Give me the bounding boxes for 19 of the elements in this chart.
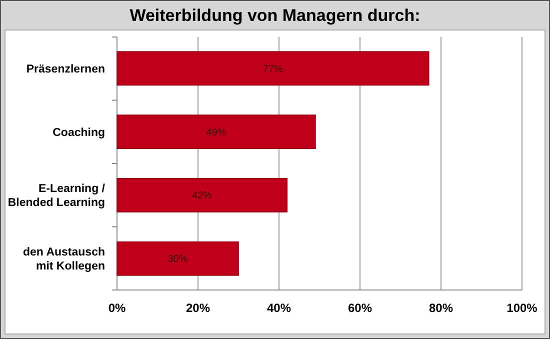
data-label: 42%	[192, 190, 212, 202]
x-tick-label: 20%	[186, 301, 210, 315]
y-tick-label: den Austausch mit Kollegen	[22, 246, 105, 273]
data-label: 30%	[168, 254, 188, 266]
x-tick-label: 100%	[506, 301, 538, 315]
bar	[116, 178, 288, 212]
x-tick-label: 80%	[428, 301, 454, 315]
chart-title: Weiterbildung von Managern durch:	[130, 6, 420, 25]
x-tick-label: 40%	[266, 301, 292, 315]
data-label: 49%	[206, 127, 226, 138]
x-tick-label: 60%	[348, 301, 372, 315]
data-label: 77%	[262, 64, 284, 75]
y-tick-label: Präsenzlernen	[26, 63, 105, 76]
bar	[116, 241, 239, 276]
x-tick-label: 0%	[108, 301, 126, 315]
bar	[116, 51, 430, 86]
y-tick-label: Coaching	[52, 126, 105, 139]
y-tick-label: E-Learning / Blended Learning	[8, 183, 106, 210]
bar	[116, 114, 316, 149]
